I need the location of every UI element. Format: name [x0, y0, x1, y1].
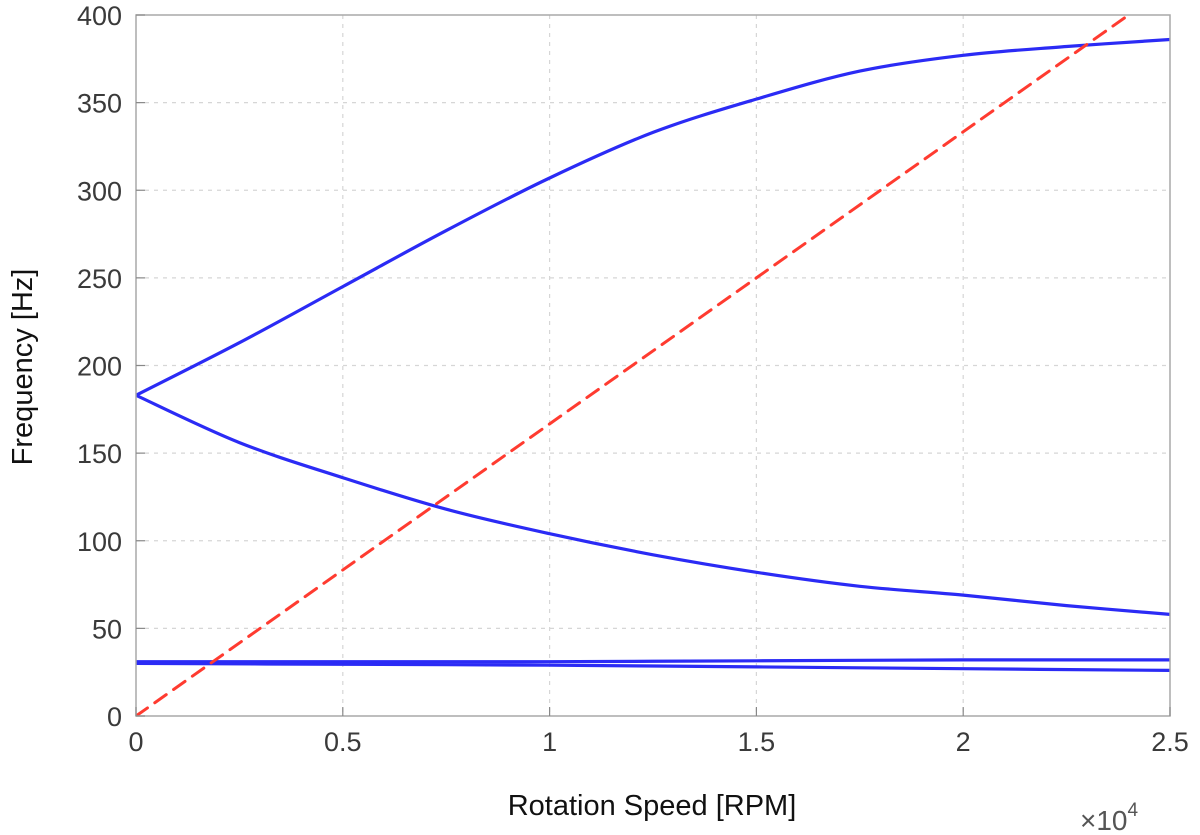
series-line-0: [136, 37, 1170, 397]
y-tick-label: 0: [107, 702, 122, 732]
y-tick-label: 250: [77, 264, 122, 294]
x-tick-label: 0: [128, 727, 143, 757]
y-tick-label: 400: [77, 1, 122, 31]
series-line-1: [136, 393, 1170, 616]
grid: [136, 15, 1170, 716]
series-layer: [136, 15, 1170, 716]
y-tick-label: 100: [77, 527, 122, 557]
x-axis-exponent: ×104: [1080, 800, 1139, 835]
y-tick-label: 150: [77, 439, 122, 469]
x-axis-title: Rotation Speed [RPM]: [508, 790, 797, 822]
x-tick-label: 2: [956, 727, 971, 757]
y-tick-label: 300: [77, 176, 122, 206]
ticks: 0 0.5 1 1.5 2 2.5 0 50 100 150 200 250 300 350 400: [77, 1, 1189, 757]
x-tick-label: 1: [542, 727, 557, 757]
series-line-2: [136, 658, 1170, 664]
x-tick-label: 0.5: [324, 727, 362, 757]
y-axis-title: Frequency [Hz]: [7, 269, 39, 466]
x-tick-label: 1.5: [738, 727, 776, 757]
x-tick-label: 2.5: [1151, 727, 1189, 757]
reference-line-4: [136, 15, 1131, 716]
x-axis-exponent-base: ×10: [1080, 805, 1128, 835]
series-line-3: [136, 661, 1170, 672]
y-tick-label: 350: [77, 89, 122, 119]
x-axis-exponent-power: 4: [1128, 800, 1139, 821]
y-tick-label: 50: [92, 614, 122, 644]
y-tick-label: 200: [77, 352, 122, 382]
